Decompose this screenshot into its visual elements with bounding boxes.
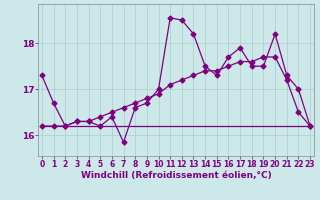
X-axis label: Windchill (Refroidissement éolien,°C): Windchill (Refroidissement éolien,°C) xyxy=(81,171,271,180)
